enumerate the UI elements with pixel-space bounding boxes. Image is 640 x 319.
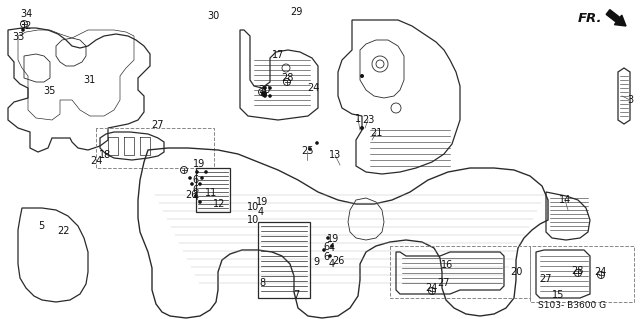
- FancyArrow shape: [606, 10, 626, 26]
- Text: 20: 20: [510, 267, 522, 277]
- Text: 24: 24: [90, 156, 102, 166]
- Text: 6: 6: [323, 252, 329, 262]
- Text: 9: 9: [313, 257, 319, 267]
- Text: 30: 30: [207, 11, 219, 21]
- Text: 24: 24: [594, 267, 606, 277]
- Text: 27: 27: [151, 120, 163, 130]
- Text: S103- B3600 G: S103- B3600 G: [538, 301, 606, 310]
- Text: 32: 32: [20, 21, 32, 31]
- Circle shape: [315, 141, 319, 145]
- Circle shape: [322, 248, 326, 252]
- Text: 28: 28: [571, 266, 583, 276]
- Circle shape: [360, 74, 364, 78]
- Text: 4: 4: [329, 259, 335, 269]
- Circle shape: [200, 176, 204, 180]
- Circle shape: [21, 28, 25, 32]
- Text: 24: 24: [425, 283, 437, 293]
- Text: 34: 34: [20, 9, 32, 19]
- Circle shape: [308, 147, 312, 151]
- Circle shape: [330, 244, 334, 248]
- Text: 27: 27: [436, 278, 449, 288]
- Text: 27: 27: [539, 274, 551, 284]
- Text: 4: 4: [329, 243, 335, 253]
- Text: 19: 19: [256, 197, 268, 207]
- Circle shape: [195, 170, 199, 174]
- Text: 24: 24: [307, 83, 319, 93]
- Text: 23: 23: [362, 115, 374, 125]
- Text: 13: 13: [329, 150, 341, 160]
- Text: 26: 26: [332, 256, 344, 266]
- Circle shape: [198, 182, 202, 186]
- Text: 33: 33: [12, 32, 24, 42]
- Text: 29: 29: [290, 7, 302, 17]
- Circle shape: [328, 254, 332, 258]
- Text: 10: 10: [247, 215, 259, 225]
- Circle shape: [263, 94, 267, 98]
- Text: 17: 17: [272, 50, 284, 60]
- Text: 12: 12: [213, 199, 225, 209]
- Circle shape: [204, 170, 208, 174]
- Circle shape: [360, 126, 364, 130]
- Text: 18: 18: [99, 150, 111, 160]
- Circle shape: [268, 94, 272, 98]
- Circle shape: [188, 176, 192, 180]
- Text: 35: 35: [43, 86, 55, 96]
- Text: 8: 8: [259, 278, 265, 288]
- Circle shape: [194, 194, 198, 198]
- Text: 1: 1: [355, 114, 361, 124]
- Text: 6: 6: [192, 175, 198, 185]
- Text: 21: 21: [370, 128, 382, 138]
- Circle shape: [198, 200, 202, 204]
- Text: 19: 19: [193, 159, 205, 169]
- Text: 6: 6: [323, 242, 329, 252]
- Text: 19: 19: [327, 234, 339, 244]
- Circle shape: [268, 86, 272, 90]
- Text: 4: 4: [193, 192, 199, 202]
- Text: 5: 5: [38, 221, 44, 231]
- Text: 3: 3: [627, 95, 633, 105]
- Text: 15: 15: [552, 290, 564, 300]
- Text: FR.: FR.: [578, 11, 602, 25]
- Text: 25: 25: [301, 146, 313, 156]
- Text: 6: 6: [192, 185, 198, 195]
- Text: 28: 28: [281, 73, 293, 83]
- Text: 7: 7: [293, 290, 299, 300]
- Text: 20: 20: [258, 85, 270, 95]
- Text: 4: 4: [258, 207, 264, 217]
- Text: 11: 11: [205, 188, 217, 198]
- Text: 14: 14: [559, 195, 571, 205]
- Circle shape: [326, 236, 330, 240]
- Circle shape: [263, 86, 267, 90]
- Text: 31: 31: [83, 75, 95, 85]
- Text: 26: 26: [185, 190, 197, 200]
- Text: 10: 10: [247, 202, 259, 212]
- Circle shape: [261, 91, 267, 97]
- Text: 22: 22: [58, 226, 70, 236]
- Text: 16: 16: [441, 260, 453, 270]
- Circle shape: [190, 182, 194, 186]
